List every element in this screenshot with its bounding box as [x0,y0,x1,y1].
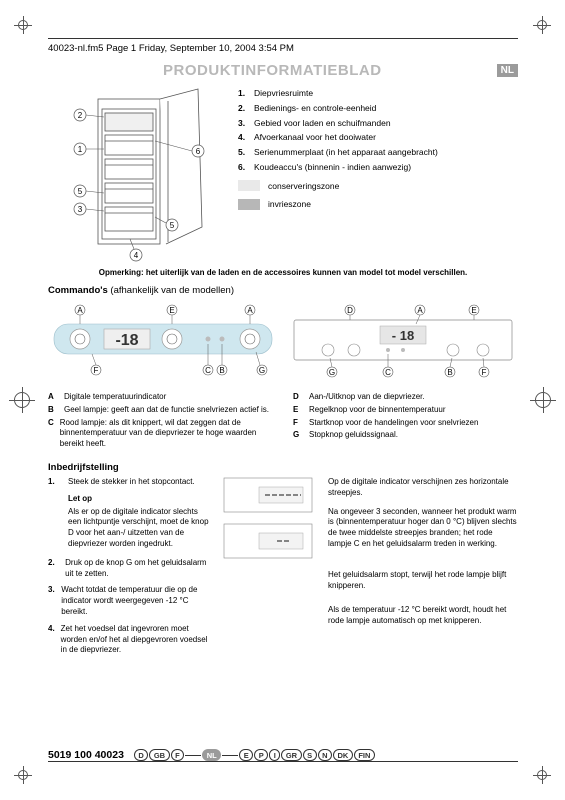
svg-text:C: C [385,368,391,377]
svg-text:A: A [77,306,83,315]
svg-text:B: B [219,366,224,375]
svg-text:E: E [169,306,174,315]
parts-list-item: 4.Afvoerkanaal voor het dooiwater [238,131,518,144]
overview-section: 2 1 5 3 6 5 4 1.Diepvriesruimte 2.Bedieni… [48,87,518,262]
lang-pill-gb: GB [149,749,169,761]
page-footer: 5019 100 40023 DGBF NL EPIGRSNDKFIN [48,745,518,761]
svg-text:B: B [447,368,452,377]
instruction-step: 3.Wacht totdat de temperatuur die op de … [48,585,213,617]
control-panel-2: - 18 D A E G C B F [288,302,518,380]
svg-text:G: G [329,368,335,377]
result-paragraph: Het geluidsalarm stopt, terwijl het rode… [328,570,518,592]
note-bar: Opmerking: het uiterlijk van de laden en… [48,268,518,277]
svg-text:F: F [94,366,99,375]
lang-pill-n: N [318,749,332,761]
svg-text:4: 4 [134,251,139,260]
display-six-dashes [223,477,313,513]
result-paragraph: Na ongeveer 3 seconden, wanneer het prod… [328,507,518,550]
freezer-diagram: 2 1 5 3 6 5 4 [48,87,228,262]
svg-text:F: F [482,368,487,377]
lang-pill-p: P [254,749,268,761]
commandos-heading: Commando's (afhankelijk van de modellen) [48,285,518,296]
lang-pill-d: D [134,749,148,761]
legend: ADigitale temperatuurindicator BGeel lamp… [48,392,518,452]
instruction-step: 2.Druk op de knop G om het geluidsalarm … [48,558,213,580]
instruction-step: 4.Zet het voedsel dat ingevroren moet wo… [48,624,213,656]
result-paragraph: Als de temperatuur -12 °C bereikt wordt,… [328,605,518,627]
instruction-indent: Als er op de digitale indicator slechts … [68,507,213,550]
svg-text:D: D [347,306,353,315]
zone-row: conserveringszone [238,180,518,193]
lang-pill-gr: GR [281,749,301,761]
lang-pill-fin: FIN [354,749,375,761]
inbedrijf-heading: Inbedrijfstelling [48,462,518,473]
page-title: PRODUKTINFORMATIEBLAD [48,62,497,79]
lang-pill-f: F [171,749,185,761]
svg-text:A: A [247,306,253,315]
control-panel-1: -18 A E A F C B G [48,302,278,380]
language-badge: NL [497,64,518,77]
svg-text:- 18: - 18 [392,328,414,343]
commandos-heading-rest: (afhankelijk van de modellen) [108,285,234,296]
instructions-body: 1.Steek de stekker in het stopcontact. Le… [48,477,518,662]
svg-text:C: C [205,366,211,375]
lang-pill-dk: DK [333,749,353,761]
svg-text:2: 2 [78,111,83,120]
parts-list-item: 1.Diepvriesruimte [238,87,518,100]
footer-partnum: 5019 100 40023 [48,749,124,761]
title-row: PRODUKTINFORMATIEBLAD NL [48,62,518,79]
legend-row: DAan-/Uitknop van de diepvriezer. [293,392,518,403]
legend-row: ERegelknop voor de binnentemperatuur [293,405,518,416]
footer-language-pills: DGBF NL EPIGRSNDKFIN [134,749,375,761]
svg-text:G: G [259,366,265,375]
legend-row: BGeel lampje: geeft aan dat de functie s… [48,405,273,416]
page: 40023-nl.fm5 Page 1 Friday, September 10… [48,38,518,762]
lang-pill-s: S [303,749,317,761]
lang-pill-e: E [239,749,253,761]
parts-list: 1.Diepvriesruimte 2.Bedienings- en contro… [238,87,518,262]
svg-text:-18: -18 [115,332,138,349]
svg-text:5: 5 [170,221,175,230]
display-two-dashes [223,523,313,559]
let-op-label: Let op [68,494,213,505]
lang-pill-i: I [269,749,280,761]
svg-text:3: 3 [78,205,83,214]
instruction-step: 1.Steek de stekker in het stopcontact. [48,477,213,488]
parts-list-item: 2.Bedienings- en controle-eenheid [238,102,518,115]
svg-text:A: A [417,306,423,315]
parts-list-item: 6.Koudeaccu's (binnenin - indien aanwezi… [238,161,518,174]
svg-text:6: 6 [196,147,201,156]
parts-list-item: 3.Gebied voor laden en schuifmanden [238,117,518,130]
svg-text:1: 1 [78,145,83,154]
commandos-heading-bold: Commando's [48,285,108,296]
zone-row: invrieszone [238,198,518,211]
legend-row: CRood lampje: als dit knippert, wil dat … [48,418,273,450]
legend-row: GStopknop geluidssignaal. [293,430,518,441]
svg-text:E: E [471,306,476,315]
control-panels: -18 A E A F C B G [48,302,518,382]
file-header: 40023-nl.fm5 Page 1 Friday, September 10… [48,39,518,60]
legend-row: FStartknop voor de handelingen voor snel… [293,418,518,429]
svg-text:5: 5 [78,187,83,196]
lang-pill-nl: NL [202,749,221,761]
legend-row: ADigitale temperatuurindicator [48,392,273,403]
result-paragraph: Op de digitale indicator verschijnen zes… [328,477,518,499]
parts-list-item: 5.Serienummerplaat (in het apparaat aang… [238,146,518,159]
